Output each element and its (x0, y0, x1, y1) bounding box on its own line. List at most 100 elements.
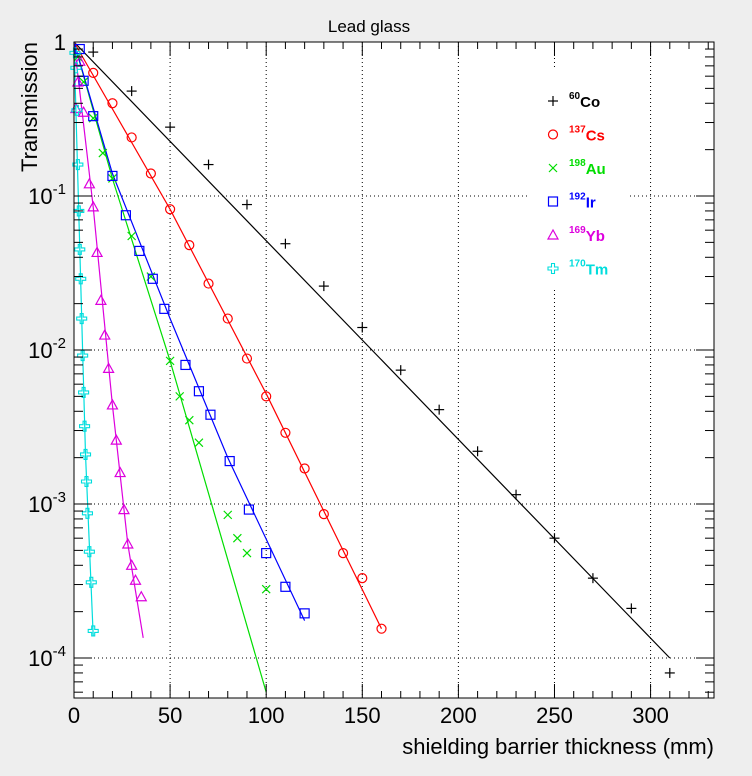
point-au (194, 438, 204, 448)
legend-label-cs: 137Cs (569, 125, 605, 145)
point-co (280, 238, 291, 249)
tick-labels: 0 50 100 150 200 250 300 1 10-1 10-2 10-3 10-4 (28, 30, 669, 728)
point-co (395, 365, 406, 376)
point-tm (79, 448, 92, 460)
point-au (242, 548, 252, 558)
x-tick-label: 150 (344, 703, 381, 728)
y-tick-label: 10-2 (28, 335, 66, 363)
fit-line-co (73, 41, 671, 659)
point-au (232, 533, 242, 543)
point-ir (159, 303, 170, 314)
point-au (184, 415, 194, 425)
legend-marker-co (548, 96, 558, 106)
point-tm (72, 159, 84, 171)
point-cs (184, 239, 195, 251)
point-yb (110, 433, 123, 445)
fit-line-cs (73, 41, 383, 629)
point-yb (83, 177, 96, 189)
point-cs (376, 623, 387, 634)
point-au (127, 231, 137, 241)
point-cs (126, 132, 137, 143)
point-tm (81, 507, 94, 519)
point-tm (74, 243, 86, 255)
legend-marker-au (548, 163, 558, 173)
x-tick-label: 100 (248, 703, 285, 728)
point-co (472, 446, 483, 457)
x-axis-title: shielding barrier thickness (mm) (402, 734, 714, 759)
point-au (261, 584, 271, 594)
x-tick-label: 250 (536, 703, 573, 728)
legend-marker-ir (547, 196, 559, 207)
point-yb (135, 590, 148, 602)
point-au (108, 174, 117, 183)
y-tick-label: 10-1 (28, 181, 66, 209)
point-au (98, 148, 108, 158)
fit-line-au (73, 41, 267, 693)
point-co (241, 199, 252, 210)
legend-label-co: 60Co (569, 91, 600, 111)
point-ir (180, 359, 191, 371)
point-tm (75, 273, 87, 285)
legend-marker-tm (547, 262, 559, 275)
legend-label-ir: 192Ir (569, 192, 596, 212)
point-cs (203, 278, 214, 289)
point-cs (280, 427, 291, 438)
point-yb (117, 503, 130, 515)
point-au (175, 391, 185, 401)
point-cs (337, 548, 349, 559)
fit-line-yb (73, 41, 144, 638)
point-yb (87, 200, 100, 212)
legend-marker-yb (546, 228, 560, 240)
plot-frame (73, 41, 715, 699)
legend-label-tm: 170Tm (569, 259, 608, 279)
point-au (223, 510, 233, 520)
point-yb (91, 246, 104, 258)
point-tm (71, 104, 83, 116)
y-tick-label: 10-4 (28, 643, 66, 671)
legend-box (528, 70, 627, 290)
point-tm (77, 350, 89, 362)
y-tick-label: 1 (54, 30, 66, 55)
point-co (165, 122, 176, 133)
point-tm (78, 386, 90, 399)
point-ir (78, 75, 89, 86)
point-cs (241, 353, 253, 364)
point-cs (222, 313, 233, 324)
point-cs (107, 98, 118, 109)
point-ir (134, 245, 145, 257)
x-tick-label: 50 (158, 703, 182, 728)
point-au (165, 356, 175, 366)
point-cs (164, 204, 176, 215)
point-yb (71, 75, 84, 87)
point-yb (125, 559, 138, 570)
legend-label-au: 198Au (569, 158, 606, 178)
point-yb (114, 466, 127, 478)
y-tick-label: 10-3 (28, 489, 66, 517)
point-co (511, 489, 522, 500)
y-axis-title: Transmission (17, 42, 42, 172)
point-ir (107, 170, 118, 182)
axis-ticks (73, 41, 714, 698)
point-yb (106, 398, 119, 410)
point-co (587, 573, 598, 584)
legend-label-yb: 169Yb (569, 225, 605, 245)
fit-line-tm (73, 41, 94, 636)
point-co (434, 404, 445, 415)
point-ir (243, 504, 254, 515)
point-cs (88, 67, 99, 79)
point-tm (80, 475, 93, 488)
fit-lines (73, 41, 671, 693)
point-co (357, 322, 368, 333)
point-tm (87, 625, 99, 637)
point-co (126, 86, 137, 97)
point-tm (69, 47, 81, 59)
point-cs (357, 573, 368, 584)
x-tick-label: 300 (632, 703, 669, 728)
point-yb (98, 328, 111, 340)
point-cs (145, 168, 156, 179)
point-yb (94, 294, 107, 305)
point-co (626, 603, 637, 614)
point-yb (121, 537, 134, 549)
point-cs (299, 463, 310, 474)
